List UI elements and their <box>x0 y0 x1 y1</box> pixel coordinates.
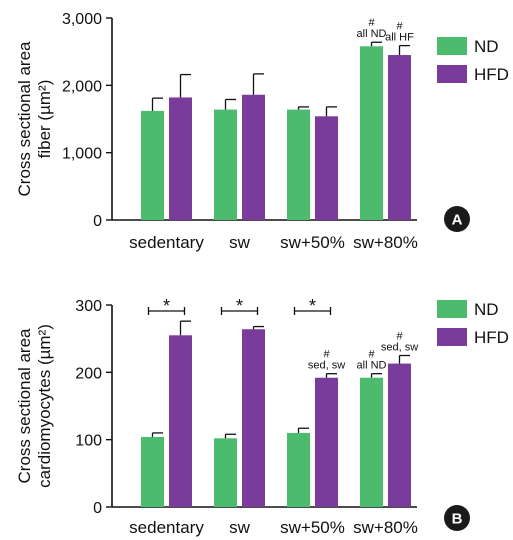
bar-annotation: # <box>396 331 403 343</box>
chart-panel-a: 0 1,000 2,000 3,000 Cross sectional area fibe… <box>15 11 509 252</box>
legend-swatch-nd <box>437 37 467 55</box>
x-tick-label: sw+50% <box>280 233 345 252</box>
y-tick-label: 300 <box>75 298 102 315</box>
y-tick-label: 100 <box>75 433 102 450</box>
x-tick-label: sedentary <box>129 518 204 537</box>
bar-nd-3 <box>360 46 383 220</box>
x-tick-label: sedentary <box>129 233 204 252</box>
y-tick-label: 200 <box>75 365 102 382</box>
y-tick-label: 2,000 <box>62 78 102 95</box>
legend-swatch-hfd <box>437 65 467 83</box>
legend-swatch-nd <box>437 300 467 318</box>
bar-hfd-3 <box>388 55 411 221</box>
significance-star: * <box>309 296 316 316</box>
bar-annotation: all ND <box>357 360 387 372</box>
y-tick-label: 0 <box>93 500 102 517</box>
significance-star: * <box>163 296 170 316</box>
bar-hfd-2 <box>315 116 338 220</box>
panel-badge-circle <box>444 206 470 232</box>
panel-badge: A <box>444 206 470 232</box>
bar-nd-0 <box>141 436 164 507</box>
bar-annotation: # <box>323 349 330 361</box>
y-axis-label: Cross sectional area fiber (µm²) <box>15 41 54 197</box>
y-axis-label-line-2: fiber (µm²) <box>35 80 54 159</box>
x-tick-label: sw <box>229 518 251 537</box>
bar-nd-0 <box>141 110 164 220</box>
chart-panel-b: 0 100 200 300 Cross sectional area cardiomyoc… <box>15 296 509 537</box>
y-axis-label-line-1: Cross sectional area <box>15 41 34 197</box>
legend-swatch-hfd <box>437 328 467 346</box>
x-tick-label: sw+80% <box>353 233 418 252</box>
significance-star: * <box>236 296 243 316</box>
y-tick-label: 3,000 <box>62 11 102 28</box>
legend-label-hfd: HFD <box>474 328 509 347</box>
bar-hfd-0 <box>169 97 192 220</box>
y-tick-label: 0 <box>93 213 102 230</box>
bar-hfd-3 <box>388 363 411 507</box>
bar-nd-2 <box>287 432 310 507</box>
legend-label-hfd: HFD <box>474 65 509 84</box>
bar-annotation: # <box>396 21 403 33</box>
x-tick-label: sw+50% <box>280 518 345 537</box>
bar-hfd-0 <box>169 335 192 507</box>
bar-annotation: # <box>368 349 375 361</box>
bar-nd-2 <box>287 109 310 220</box>
legend: ND HFD <box>437 300 509 347</box>
x-tick-label: sw+80% <box>353 518 418 537</box>
legend-label-nd: ND <box>474 37 499 56</box>
panel-badge-circle <box>444 505 470 531</box>
bar-annotation: sed, sw <box>308 360 345 372</box>
legend: ND HFD <box>437 37 509 84</box>
bar-annotation: sed, sw <box>381 342 418 354</box>
bar-nd-1 <box>214 438 237 507</box>
bar-nd-1 <box>214 109 237 220</box>
bar-hfd-2 <box>315 377 338 507</box>
y-axis-label-line-2: cardiomyocytes (µm²) <box>35 324 54 488</box>
y-tick-label: 1,000 <box>62 146 102 163</box>
legend-label-nd: ND <box>474 300 499 319</box>
y-axis-label-line-1: Cross sectional area <box>15 328 34 484</box>
bar-nd-3 <box>360 377 383 507</box>
x-tick-label: sw <box>229 233 251 252</box>
bar-hfd-1 <box>242 94 265 220</box>
bar-hfd-1 <box>242 329 265 507</box>
bar-annotation: # <box>368 17 375 29</box>
bar-annotation: all HF <box>385 32 414 44</box>
bar-annotation: all ND <box>357 28 387 40</box>
panel-badge-letter: B <box>452 511 463 528</box>
panel-badge-letter: A <box>452 212 463 229</box>
panel-badge: B <box>444 505 470 531</box>
y-axis-label: Cross sectional area cardiomyocytes (µm²) <box>15 324 54 488</box>
